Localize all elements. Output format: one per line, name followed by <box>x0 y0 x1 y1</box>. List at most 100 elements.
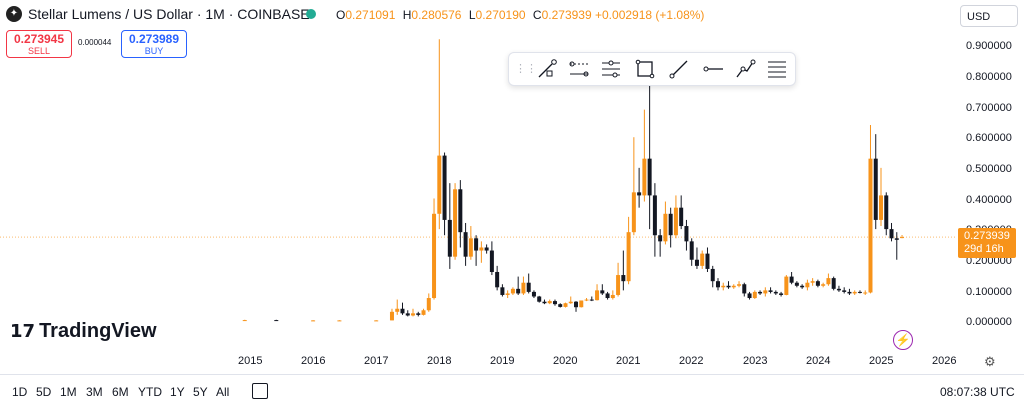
candle-body <box>737 284 742 286</box>
candle-body <box>673 207 678 236</box>
horizontal-ray-icon[interactable] <box>701 57 725 81</box>
candle <box>542 299 547 305</box>
symbol-title[interactable]: Stellar Lumens / US Dollar · 1M · COINBA… <box>28 6 310 22</box>
x-tick-label: 2016 <box>301 355 326 367</box>
trend-line-icon[interactable] <box>535 57 559 81</box>
candle-body <box>852 291 857 294</box>
candle <box>411 308 416 317</box>
drag-handle-icon[interactable]: ⋮⋮ <box>515 63 537 75</box>
x-tick-label: 2019 <box>490 355 515 367</box>
candle-body <box>432 213 437 299</box>
candle <box>510 287 515 295</box>
fib-levels-icon[interactable] <box>765 57 789 81</box>
candle-body <box>668 213 673 236</box>
range-button-1m[interactable]: 1M <box>60 385 77 399</box>
candle <box>715 278 720 291</box>
candle-body <box>889 229 894 239</box>
candle <box>531 290 536 299</box>
rectangle-icon[interactable] <box>633 57 657 81</box>
range-button-ytd[interactable]: YTD <box>138 385 162 399</box>
candle-body <box>595 290 600 301</box>
candle <box>637 167 642 208</box>
range-button-1d[interactable]: 1D <box>12 385 28 399</box>
tradingview-logo[interactable]: 𝟭𝟳 TradingView <box>10 320 157 343</box>
candle-body <box>768 290 773 292</box>
candle-body <box>453 189 458 257</box>
candle-body <box>389 311 394 321</box>
candle-body <box>863 292 868 294</box>
candle-body <box>468 238 473 257</box>
range-icon[interactable] <box>599 57 623 81</box>
candle <box>389 308 394 321</box>
candle <box>595 284 600 301</box>
tradingview-mark-icon: 𝟭𝟳 <box>10 321 36 341</box>
candle-body <box>416 313 421 315</box>
candle-body <box>579 300 584 308</box>
candle-body <box>395 308 400 312</box>
candle <box>600 284 605 295</box>
ray-icon[interactable] <box>667 57 691 81</box>
x-tick-label: 2024 <box>806 355 831 367</box>
candle-body <box>721 285 726 288</box>
candle <box>631 137 636 236</box>
path-icon[interactable] <box>733 57 757 81</box>
calendar-icon[interactable] <box>252 383 268 399</box>
stellar-logo-icon: ✦ <box>6 6 22 22</box>
range-button-5d[interactable]: 5D <box>36 385 52 399</box>
chart-header: ✦ Stellar Lumens / US Dollar · 1M · COIN… <box>0 0 1024 30</box>
candle <box>710 265 715 288</box>
ohlc-high-value: 0.280576 <box>411 8 462 22</box>
candle <box>721 282 726 291</box>
x-tick-label: 2023 <box>743 355 768 367</box>
candle <box>621 250 626 291</box>
candle-body <box>610 294 615 299</box>
candle <box>747 291 752 300</box>
currency-select[interactable]: USD <box>960 5 1018 27</box>
ohlc-readout: O0.271091 H0.280576 L0.270190 C0.273939 … <box>332 8 704 22</box>
lightning-icon[interactable]: ⚡ <box>893 330 913 350</box>
candle <box>579 300 584 308</box>
range-button-5y[interactable]: 5Y <box>193 385 208 399</box>
candle <box>873 134 878 230</box>
candle <box>694 247 699 269</box>
ohlc-close-key: C <box>532 8 542 22</box>
candle <box>468 226 473 260</box>
last-price-badge: 0.273939 29d 16h <box>958 228 1016 258</box>
candle <box>810 278 815 286</box>
candle-body <box>547 301 552 304</box>
candle <box>726 281 731 289</box>
candle <box>742 282 747 297</box>
range-button-3m[interactable]: 3M <box>86 385 103 399</box>
candle-body <box>810 281 815 283</box>
range-button-all[interactable]: All <box>216 385 230 399</box>
x-tick-label: 2018 <box>427 355 452 367</box>
range-button-6m[interactable]: 6M <box>112 385 129 399</box>
candle <box>489 241 494 276</box>
candle <box>605 291 610 300</box>
utc-clock[interactable]: 08:07:38 UTC <box>940 385 1015 399</box>
range-button-1y[interactable]: 1Y <box>170 385 185 399</box>
candle <box>642 109 647 202</box>
price-chart[interactable] <box>0 30 956 350</box>
candle <box>852 290 857 295</box>
candle <box>647 82 652 230</box>
gear-icon[interactable]: ⚙ <box>984 354 996 369</box>
candle-body <box>447 219 452 257</box>
candle <box>684 219 689 251</box>
candle <box>894 232 899 260</box>
candle-body <box>710 268 715 282</box>
parallel-channel-icon[interactable] <box>567 57 591 81</box>
candle-body <box>626 232 631 282</box>
candle <box>568 296 573 304</box>
sell-button[interactable]: 0.273945 SELL <box>6 30 72 58</box>
x-tick-label: 2022 <box>679 355 704 367</box>
candle <box>663 201 668 245</box>
spread-value: 0.000044 <box>78 38 112 47</box>
buy-button[interactable]: 0.273989 BUY <box>121 30 187 58</box>
candle-body <box>505 293 510 295</box>
candle-body <box>821 284 826 286</box>
candle <box>547 299 552 305</box>
candle-body <box>552 301 557 305</box>
sell-label: SELL <box>27 46 51 56</box>
candle <box>668 207 673 248</box>
